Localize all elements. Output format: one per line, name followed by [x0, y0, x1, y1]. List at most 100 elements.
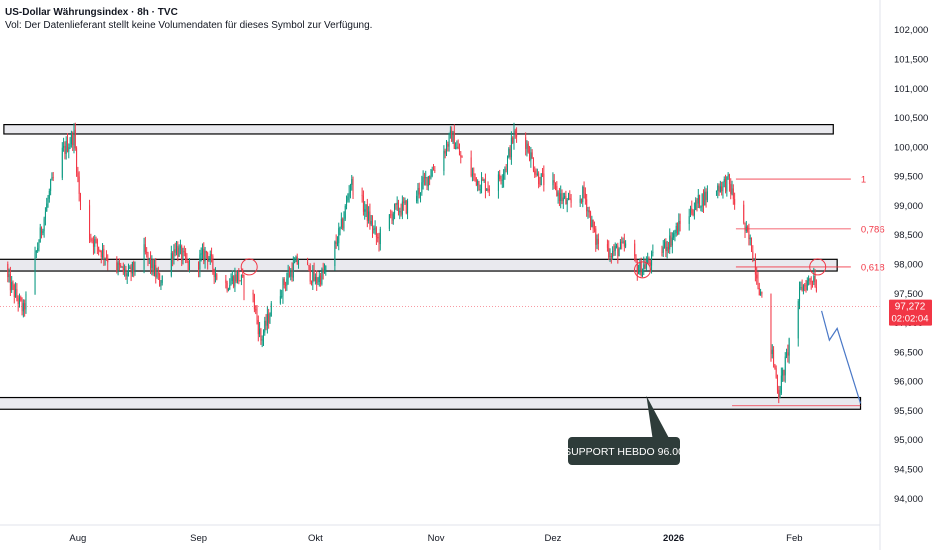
candle — [731, 180, 733, 196]
candle-body — [773, 349, 775, 365]
candle — [13, 283, 15, 304]
candle — [74, 122, 76, 151]
candle-body — [405, 200, 407, 214]
candle — [21, 297, 23, 316]
candle-body — [471, 173, 473, 176]
candle-body — [700, 206, 702, 208]
candle-body — [449, 130, 451, 135]
candle-body — [786, 352, 788, 357]
candle — [308, 264, 310, 272]
candle-body — [134, 269, 136, 271]
candle-body — [309, 266, 311, 282]
candle-body — [723, 179, 725, 183]
candle-body — [74, 129, 76, 149]
candle-body — [92, 240, 94, 247]
candle — [364, 201, 366, 220]
candle — [176, 240, 178, 256]
candle-body — [731, 188, 733, 194]
candle-body — [9, 274, 11, 291]
candle — [129, 265, 131, 269]
candle — [288, 266, 290, 278]
candle — [813, 267, 815, 286]
candle-body — [706, 191, 708, 200]
candle-body — [570, 199, 572, 203]
candle-body — [208, 259, 210, 262]
candle-body — [705, 191, 707, 200]
candle — [231, 270, 233, 285]
candle — [68, 143, 70, 159]
candle-body — [392, 213, 394, 221]
candle — [514, 128, 516, 139]
candle — [252, 289, 254, 303]
candle-body — [453, 131, 455, 149]
candle-body — [475, 177, 477, 186]
candle — [529, 145, 531, 162]
candle-body — [704, 191, 706, 206]
candle — [669, 228, 671, 254]
candle — [286, 272, 288, 291]
candle — [697, 189, 699, 208]
candle — [701, 193, 703, 212]
candle-body — [636, 261, 638, 274]
candle-body — [104, 258, 106, 260]
candle — [552, 172, 554, 190]
candle-body — [634, 243, 636, 257]
fib-level-label: 1 — [861, 175, 866, 186]
candle-body — [513, 130, 515, 143]
candle — [234, 267, 236, 292]
candle — [645, 256, 647, 271]
candle-body — [100, 251, 102, 258]
candle — [761, 291, 763, 298]
candle-body — [35, 250, 37, 253]
candle — [20, 295, 22, 302]
candle-body — [323, 270, 325, 273]
candle — [802, 284, 804, 295]
candle — [161, 275, 163, 286]
candle — [323, 263, 325, 274]
candle — [9, 266, 11, 296]
candle — [121, 266, 123, 268]
candle — [107, 254, 109, 271]
candle-body — [77, 172, 79, 177]
candle-body — [177, 246, 179, 257]
candle — [597, 233, 599, 251]
candle — [775, 365, 777, 379]
candle-body — [351, 179, 353, 185]
candle-body — [253, 294, 255, 310]
candle — [346, 195, 348, 210]
candle — [47, 195, 49, 208]
candle — [361, 187, 363, 203]
candles-layer — [7, 122, 817, 404]
candle — [122, 262, 124, 275]
candle-body — [661, 251, 663, 253]
candle-body — [673, 233, 675, 238]
candle-body — [213, 268, 215, 278]
candle-body — [174, 249, 176, 253]
candle — [155, 258, 157, 284]
candle — [314, 273, 316, 285]
candle-body — [270, 303, 272, 317]
candle-body — [147, 252, 149, 259]
candle — [144, 236, 146, 255]
candle-body — [732, 188, 734, 199]
candle-body — [103, 248, 105, 259]
candle-body — [618, 249, 620, 257]
candle — [334, 240, 336, 271]
candle — [760, 288, 762, 296]
y-tick-label: 95,500 — [894, 406, 923, 417]
candle — [311, 280, 313, 286]
candle — [321, 267, 323, 286]
candle-body — [34, 252, 36, 294]
candle — [569, 190, 571, 201]
candle — [770, 293, 772, 362]
candle-body — [172, 253, 174, 260]
candle-body — [96, 239, 98, 247]
candle-body — [482, 179, 484, 181]
candle-body — [325, 266, 327, 271]
candle — [704, 186, 706, 206]
candle — [116, 256, 118, 274]
candle-body — [809, 278, 811, 282]
candle-body — [481, 179, 483, 190]
